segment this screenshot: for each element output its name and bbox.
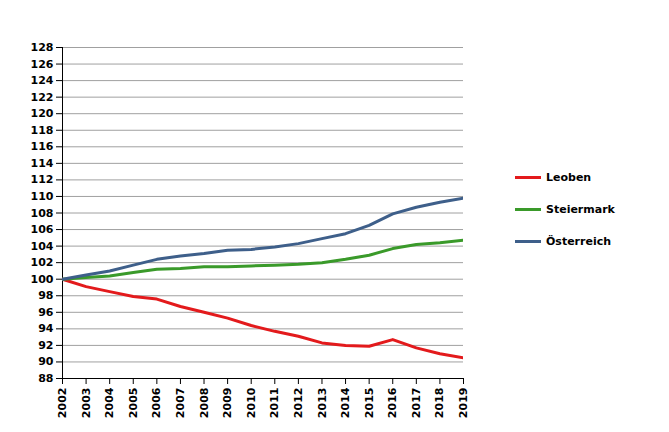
svg-text:2012: 2012 [292, 388, 305, 419]
svg-text:112: 112 [31, 173, 54, 186]
svg-text:100: 100 [31, 273, 54, 286]
svg-text:110: 110 [31, 190, 54, 203]
svg-text:2017: 2017 [410, 388, 423, 419]
svg-text:98: 98 [38, 289, 53, 302]
html-text:Leoben: Leoben [546, 170, 592, 184]
svg-text:124: 124 [31, 74, 54, 87]
svg-text:2008: 2008 [198, 388, 211, 419]
svg-text:2002: 2002 [56, 388, 69, 419]
svg-text:2014: 2014 [339, 387, 352, 418]
svg-text:2011: 2011 [268, 388, 281, 419]
svg-text:2004: 2004 [103, 387, 116, 418]
svg-text:2005: 2005 [127, 388, 140, 419]
svg-text:2019: 2019 [457, 388, 470, 419]
svg-text:2015: 2015 [363, 388, 376, 419]
svg-text:2003: 2003 [80, 388, 93, 419]
svg-text:114: 114 [31, 157, 54, 170]
svg-text:2013: 2013 [315, 388, 328, 419]
svg-text:2006: 2006 [150, 387, 163, 418]
svg-text:102: 102 [31, 256, 54, 269]
svg-text:126: 126 [31, 58, 54, 71]
svg-text:128: 128 [31, 41, 54, 54]
svg-text:108: 108 [31, 207, 54, 220]
svg-text:2009: 2009 [221, 388, 234, 419]
svg-text:104: 104 [31, 240, 54, 253]
svg-text:2010: 2010 [245, 387, 258, 418]
svg-text:116: 116 [31, 140, 54, 153]
svg-text:120: 120 [31, 107, 54, 120]
svg-text:106: 106 [31, 223, 54, 236]
svg-text:94: 94 [38, 322, 54, 335]
svg-text:96: 96 [38, 306, 54, 319]
svg-text:118: 118 [31, 124, 54, 137]
svg-text:2007: 2007 [174, 388, 187, 419]
svg-text:88: 88 [38, 372, 53, 385]
svg-text:2016: 2016 [386, 387, 399, 418]
svg-text:92: 92 [38, 339, 53, 352]
svg-text:90: 90 [38, 355, 54, 368]
html-text:Steiermark: Steiermark [546, 202, 615, 216]
html-text:Österreich: Österreich [546, 234, 612, 248]
svg-text:2018: 2018 [433, 388, 446, 419]
svg-text:122: 122 [31, 91, 54, 104]
